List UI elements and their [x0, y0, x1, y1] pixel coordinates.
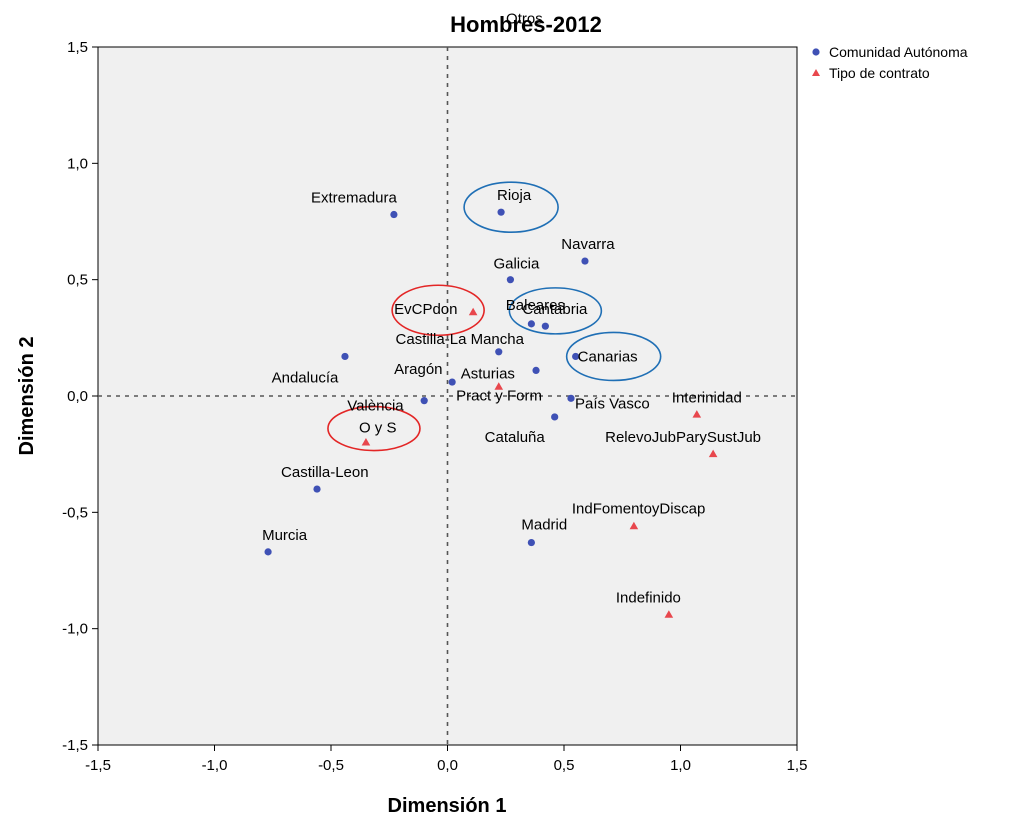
highlight-ellipse-canarias [565, 331, 662, 382]
label-otros: Otros [506, 11, 543, 28]
point-evcpdon [468, 307, 478, 316]
point-galicia [506, 276, 515, 284]
y-tick-label: -1,0 [62, 621, 88, 638]
label-murcia: Murcia [262, 527, 308, 544]
point-canarias [572, 352, 580, 361]
y-tick-label: 1,0 [67, 155, 88, 172]
x-axis-ticks: -1,5 -1,0 -0,5 0,0 0,5 1,0 1,5 [85, 745, 807, 774]
point-castilla-la-mancha [495, 348, 503, 356]
point-andalucia [341, 352, 349, 361]
label-pais-vasco: País Vasco [575, 395, 650, 412]
highlight-ellipse-baleares [508, 287, 603, 335]
point-cantabria [541, 322, 549, 330]
label-asturias: Asturias [461, 366, 515, 383]
point-murcia [264, 548, 272, 556]
point-cataluna [551, 413, 559, 421]
data-marks [264, 208, 718, 618]
legend-label-contrato: Tipo de contrato [829, 65, 930, 81]
y-axis-ticks: -1,5 -1,0 -0,5 0,0 0,5 1,0 1,5 [62, 39, 98, 754]
x-tick-label: -1,0 [202, 757, 228, 774]
y-tick-label: 0,0 [67, 388, 88, 405]
label-canarias: Canarias [578, 348, 638, 365]
point-valencia [420, 397, 428, 405]
x-tick-label: 0,5 [554, 757, 575, 774]
label-valencia: València [347, 398, 404, 415]
x-tick-label: 1,0 [670, 757, 691, 774]
point-pract-y-form [532, 366, 540, 375]
point-indfomentoydiscap [629, 521, 639, 530]
y-tick-label: -1,5 [62, 737, 88, 754]
label-castilla-la-mancha: Castilla-La Mancha [396, 331, 525, 348]
label-extremadura: Extremadura [311, 190, 398, 207]
chart-title: Hombres-2012 [450, 12, 602, 37]
x-tick-label: -1,5 [85, 757, 111, 774]
legend-circle-marker [812, 48, 820, 56]
label-relevojubparysustjub: RelevoJubParySustJub [605, 429, 761, 446]
label-andalucia: Andalucía [272, 369, 339, 386]
legend-label-comunidad: Comunidad Autónoma [829, 44, 968, 60]
label-cantabria: Cantabria [522, 301, 588, 318]
plot-area [97, 46, 798, 746]
label-evcpdon: EvCPdon [394, 301, 457, 318]
y-tick-label: 1,5 [67, 39, 88, 56]
label-interinidad: Interinidad [672, 390, 742, 407]
point-relevojubparysustjub [708, 449, 718, 458]
y-tick-label: -0,5 [62, 504, 88, 521]
point-extremadura [390, 210, 398, 219]
point-rioja [497, 208, 505, 216]
x-tick-label: -0,5 [318, 757, 344, 774]
legend-triangle-marker [812, 69, 820, 76]
point-madrid [527, 538, 535, 547]
label-galicia: Galicia [493, 256, 540, 273]
x-tick-label: 0,0 [437, 757, 458, 774]
label-baleares: Baleares [506, 297, 565, 314]
label-indefinido: Indefinido [616, 590, 681, 607]
label-aragon: Aragón [394, 361, 442, 378]
point-castilla-leon [313, 485, 321, 493]
point-indefinido [664, 610, 674, 618]
point-interinidad [692, 410, 702, 418]
x-axis-title: Dimensión 1 [388, 795, 507, 817]
label-castilla-leon: Castilla-Leon [281, 464, 369, 481]
label-navarra: Navarra [561, 236, 615, 253]
point-navarra [581, 257, 589, 265]
label-madrid: Madrid [521, 517, 567, 534]
point-baleares [527, 320, 535, 328]
highlight-ellipse-rioja [463, 181, 559, 233]
y-tick-label: 0,5 [67, 272, 88, 289]
y-axis-title: Dimensión 2 [16, 337, 38, 456]
point-o-y-s [361, 438, 371, 446]
highlight-ellipse-o-y-s [327, 405, 421, 452]
point-aragon [448, 378, 456, 386]
x-tick-label: 1,5 [787, 757, 808, 774]
label-pract-y-form: Pract y Form [456, 387, 542, 404]
label-cataluna: Cataluña [485, 429, 546, 446]
label-indfomentoydiscap: IndFomentoyDiscap [572, 500, 705, 517]
label-rioja: Rioja [497, 187, 532, 204]
highlight-ellipses [327, 181, 662, 452]
data-labels: Otros Rioja Extremadura Navarra Galicia Balea… [262, 11, 761, 607]
highlight-ellipse-evcpdon [391, 284, 485, 337]
legend: Comunidad Autónoma Tipo de contrato [812, 44, 968, 81]
point-asturias [494, 382, 504, 390]
label-o-y-s: O y S [359, 420, 397, 437]
point-pais-vasco [567, 394, 575, 402]
